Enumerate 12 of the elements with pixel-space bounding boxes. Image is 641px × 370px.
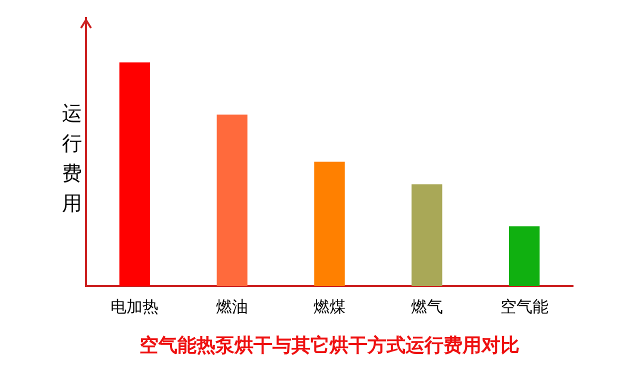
x-tick-label: 燃气	[410, 296, 443, 316]
bar	[314, 162, 345, 286]
x-tick-label: 燃油	[216, 296, 248, 316]
bar	[216, 114, 248, 286]
text: 空气能热泵烘干与其它烘干方式运行费用对比	[140, 334, 520, 357]
x-tick-label: 燃煤	[314, 296, 346, 316]
x-tick-label: 电加热	[110, 296, 159, 316]
bar	[119, 62, 150, 286]
bar	[508, 226, 540, 286]
x-tick-label: 空气能	[500, 296, 548, 316]
bar	[412, 184, 442, 286]
y-axis-title: 运行费用	[61, 100, 83, 217]
